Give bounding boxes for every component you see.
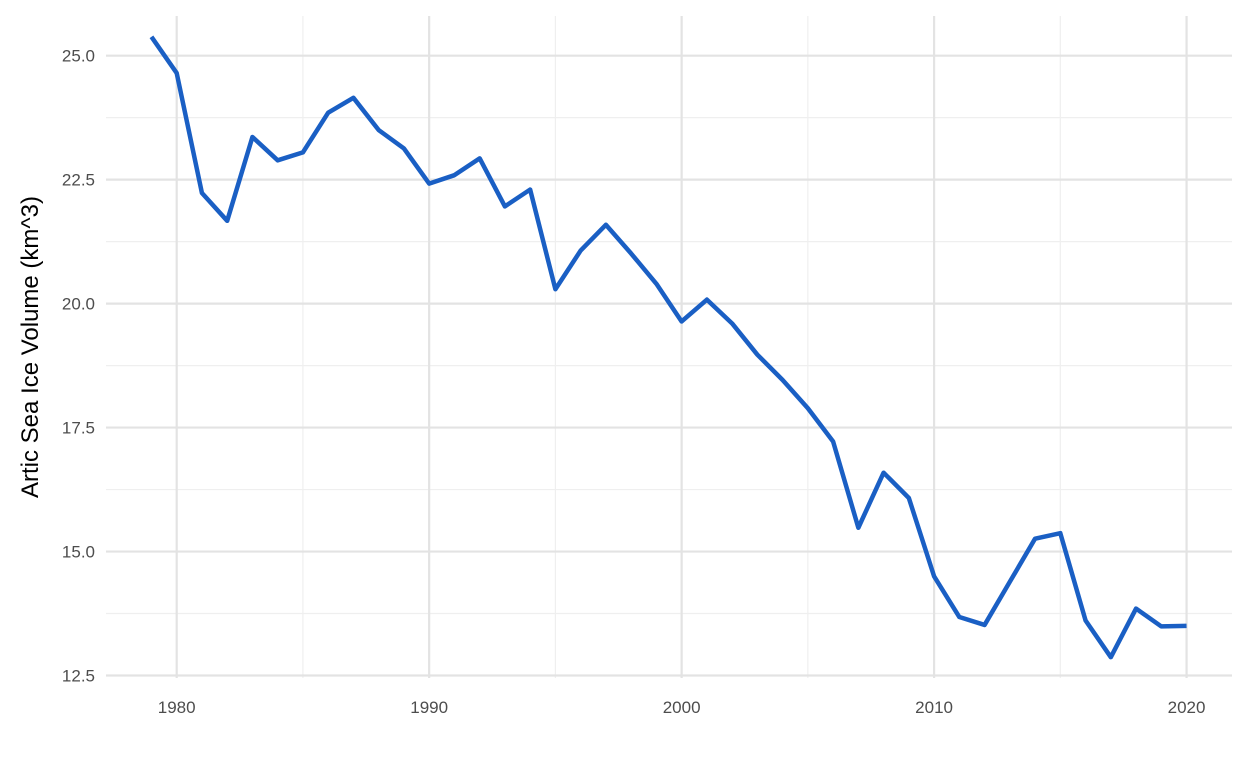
- data-point: [579, 249, 583, 253]
- data-point: [528, 188, 532, 192]
- data-point: [654, 282, 658, 286]
- data-point: [149, 35, 153, 39]
- data-point: [452, 173, 456, 177]
- x-tick-label: 2020: [1168, 698, 1206, 717]
- grid-lines: [106, 16, 1232, 678]
- y-tick-label: 25.0: [62, 47, 95, 66]
- data-point: [1109, 655, 1113, 659]
- data-point: [1008, 580, 1012, 584]
- data-point: [503, 204, 507, 208]
- x-tick-label: 1990: [410, 698, 448, 717]
- data-point: [1134, 607, 1138, 611]
- data-point: [1058, 531, 1062, 535]
- data-point: [377, 128, 381, 132]
- data-point: [604, 223, 608, 227]
- x-tick-label: 1980: [158, 698, 196, 717]
- x-tick-label: 2010: [915, 698, 953, 717]
- data-point: [427, 182, 431, 186]
- data-point: [478, 156, 482, 160]
- y-tick-label: 20.0: [62, 295, 95, 314]
- data-point: [326, 111, 330, 115]
- y-tick-label: 22.5: [62, 171, 95, 190]
- series-group: [149, 35, 1189, 660]
- data-point: [402, 146, 406, 150]
- y-tick-label: 17.5: [62, 419, 95, 438]
- data-point: [1185, 624, 1189, 628]
- data-point: [1159, 624, 1163, 628]
- data-point: [831, 439, 835, 443]
- data-point: [351, 96, 355, 100]
- data-point: [553, 287, 557, 291]
- data-point: [225, 219, 229, 223]
- data-point: [175, 71, 179, 75]
- x-axis-tick-labels: 1980 1990 2000 2010 2020: [158, 698, 1206, 717]
- data-point: [882, 471, 886, 475]
- data-point: [1033, 537, 1037, 541]
- y-axis-tick-labels: 12.5 15.0 17.5 20.0 22.5 25.0: [62, 47, 95, 686]
- y-tick-label: 15.0: [62, 543, 95, 562]
- data-point: [932, 574, 936, 578]
- data-point: [250, 135, 254, 139]
- series-line: [149, 35, 1187, 660]
- data-point: [680, 319, 684, 323]
- data-point: [200, 191, 204, 195]
- data-point: [730, 321, 734, 325]
- data-point: [907, 496, 911, 500]
- data-point: [301, 150, 305, 154]
- data-point: [705, 298, 709, 302]
- data-point: [856, 526, 860, 530]
- y-axis-title: Artic Sea Ice Volume (km^3): [17, 196, 44, 498]
- data-point: [983, 623, 987, 627]
- data-point: [1084, 618, 1088, 622]
- data-point: [781, 378, 785, 382]
- data-point: [957, 615, 961, 619]
- data-point: [806, 406, 810, 410]
- x-tick-label: 2000: [663, 698, 701, 717]
- y-tick-label: 12.5: [62, 667, 95, 686]
- data-point: [755, 353, 759, 357]
- data-point: [629, 252, 633, 256]
- data-point: [276, 158, 280, 162]
